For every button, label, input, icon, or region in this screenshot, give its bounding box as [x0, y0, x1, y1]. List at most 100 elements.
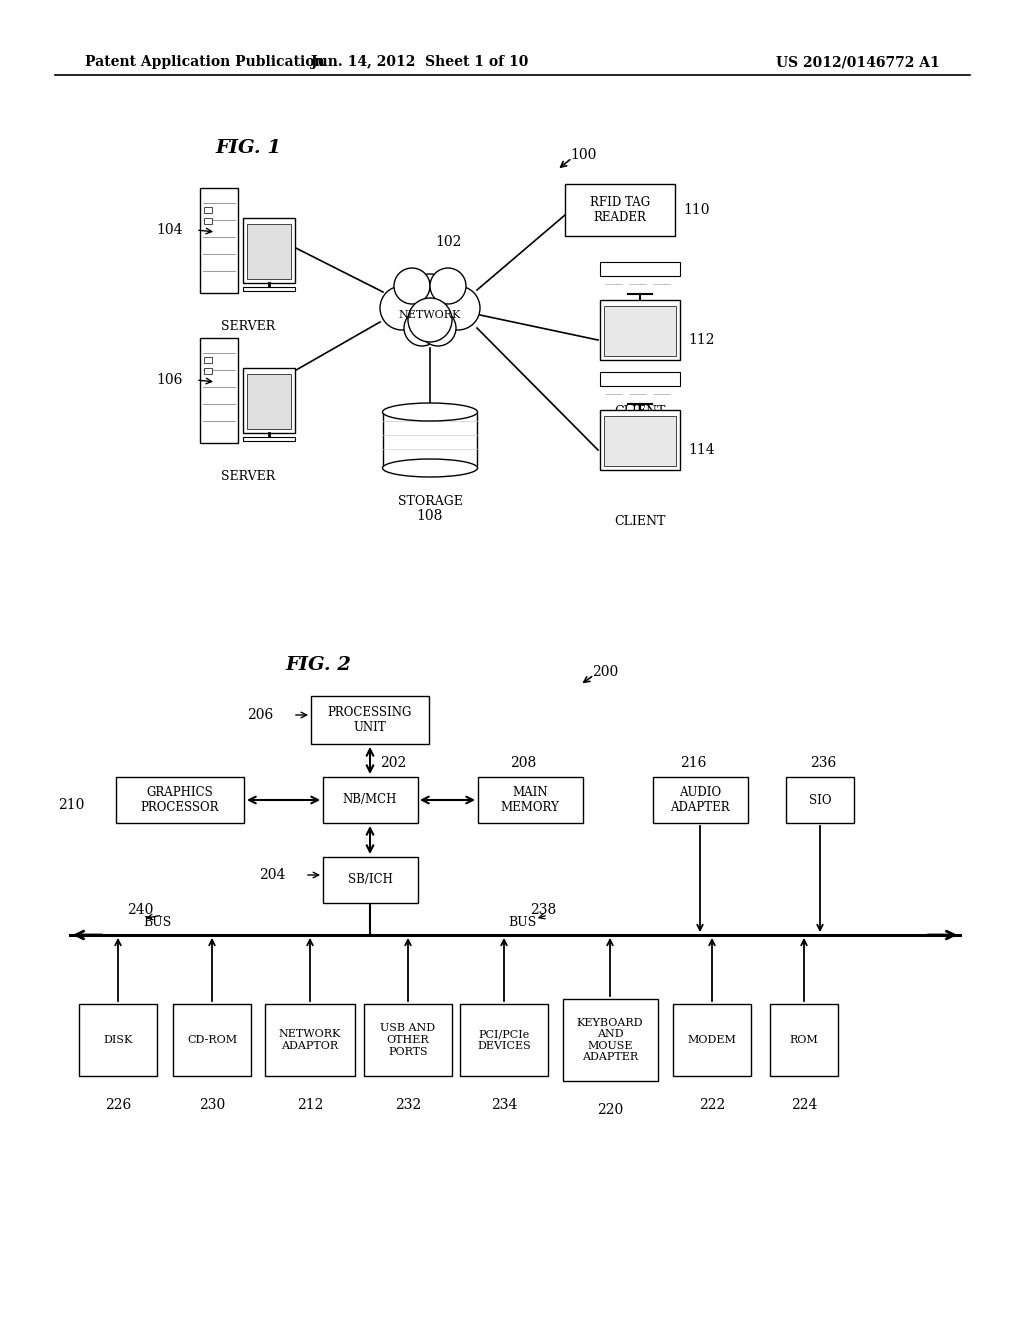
Bar: [604, 416, 676, 466]
Bar: [673, 1005, 751, 1076]
Text: 230: 230: [199, 1098, 225, 1111]
Ellipse shape: [383, 459, 477, 477]
Text: KEYBOARD
AND
MOUSE
ADAPTER: KEYBOARD AND MOUSE ADAPTER: [577, 1018, 643, 1063]
Circle shape: [408, 298, 452, 342]
Text: 200: 200: [592, 665, 618, 678]
Text: PROCESSING
UNIT: PROCESSING UNIT: [328, 706, 413, 734]
Text: Patent Application Publication: Patent Application Publication: [85, 55, 325, 69]
Text: CD-ROM: CD-ROM: [187, 1035, 238, 1045]
Text: 226: 226: [104, 1098, 131, 1111]
Text: MODEM: MODEM: [687, 1035, 736, 1045]
Bar: [600, 372, 680, 385]
Text: 220: 220: [597, 1104, 624, 1117]
Text: 108: 108: [417, 510, 443, 523]
Text: CLIENT: CLIENT: [614, 405, 666, 418]
Text: BUS: BUS: [508, 916, 537, 929]
Bar: [173, 1005, 251, 1076]
Bar: [204, 368, 212, 374]
Ellipse shape: [383, 403, 477, 421]
Text: 114: 114: [688, 444, 715, 457]
Circle shape: [394, 268, 430, 304]
Bar: [311, 696, 429, 744]
Text: 102: 102: [435, 235, 462, 249]
Bar: [204, 207, 212, 213]
Bar: [600, 300, 680, 360]
Bar: [786, 777, 854, 822]
Bar: [565, 183, 675, 236]
Text: CLIENT: CLIENT: [614, 515, 666, 528]
Bar: [604, 306, 676, 356]
Text: 208: 208: [510, 756, 537, 770]
Text: SIO: SIO: [809, 793, 831, 807]
Text: SERVER: SERVER: [221, 470, 275, 483]
Text: 238: 238: [530, 903, 556, 917]
Bar: [247, 374, 291, 429]
Circle shape: [404, 310, 440, 346]
Bar: [600, 261, 680, 276]
Text: 210: 210: [57, 799, 84, 812]
Text: NB/MCH: NB/MCH: [343, 793, 397, 807]
Circle shape: [420, 310, 456, 346]
Text: Jun. 14, 2012  Sheet 1 of 10: Jun. 14, 2012 Sheet 1 of 10: [311, 55, 528, 69]
Bar: [478, 777, 583, 822]
Text: BUS: BUS: [143, 916, 171, 929]
Circle shape: [436, 286, 480, 330]
Text: SB/ICH: SB/ICH: [347, 874, 392, 887]
Bar: [563, 999, 658, 1081]
Bar: [243, 218, 295, 282]
Circle shape: [380, 286, 424, 330]
Text: STORAGE: STORAGE: [397, 495, 463, 508]
Text: 202: 202: [380, 756, 407, 770]
Text: FIG. 1: FIG. 1: [215, 139, 281, 157]
Bar: [243, 286, 295, 290]
Text: 222: 222: [698, 1098, 725, 1111]
Text: PCI/PCIe
DEVICES: PCI/PCIe DEVICES: [477, 1030, 530, 1051]
Bar: [265, 1005, 355, 1076]
Bar: [79, 1005, 157, 1076]
Text: 206: 206: [247, 708, 273, 722]
Text: 240: 240: [127, 903, 154, 917]
Bar: [653, 777, 748, 822]
Bar: [204, 356, 212, 363]
Bar: [116, 777, 244, 822]
Bar: [200, 187, 238, 293]
Bar: [460, 1005, 548, 1076]
Text: 232: 232: [395, 1098, 421, 1111]
Bar: [600, 411, 680, 470]
Text: MAIN
MEMORY: MAIN MEMORY: [501, 785, 559, 814]
Text: ROM: ROM: [790, 1035, 818, 1045]
Text: FIG. 2: FIG. 2: [285, 656, 351, 675]
Bar: [364, 1005, 452, 1076]
Text: 104: 104: [157, 223, 183, 238]
Text: 100: 100: [570, 148, 596, 162]
Text: RFID TAG
READER: RFID TAG READER: [590, 195, 650, 224]
Text: 212: 212: [297, 1098, 324, 1111]
Text: DISK: DISK: [103, 1035, 133, 1045]
Bar: [323, 857, 418, 903]
Bar: [243, 368, 295, 433]
Text: 216: 216: [680, 756, 707, 770]
Bar: [200, 338, 238, 444]
Text: SERVER: SERVER: [221, 319, 275, 333]
Text: AUDIO
ADAPTER: AUDIO ADAPTER: [670, 785, 730, 814]
Circle shape: [402, 275, 458, 330]
Text: 224: 224: [791, 1098, 817, 1111]
Text: GRAPHICS
PROCESSOR: GRAPHICS PROCESSOR: [140, 785, 219, 814]
Bar: [204, 218, 212, 224]
Text: 112: 112: [688, 333, 715, 347]
Text: US 2012/0146772 A1: US 2012/0146772 A1: [776, 55, 940, 69]
Text: 110: 110: [683, 203, 710, 216]
Text: 106: 106: [157, 374, 183, 387]
Text: 236: 236: [810, 756, 837, 770]
Bar: [243, 437, 295, 441]
Bar: [383, 411, 478, 469]
Text: NETWORK: NETWORK: [398, 310, 461, 319]
Text: NETWORK
ADAPTOR: NETWORK ADAPTOR: [279, 1030, 341, 1051]
Bar: [323, 777, 418, 822]
Circle shape: [430, 268, 466, 304]
Bar: [770, 1005, 838, 1076]
Text: 204: 204: [259, 869, 285, 882]
Bar: [247, 224, 291, 279]
Text: 234: 234: [490, 1098, 517, 1111]
Text: USB AND
OTHER
PORTS: USB AND OTHER PORTS: [381, 1023, 435, 1056]
